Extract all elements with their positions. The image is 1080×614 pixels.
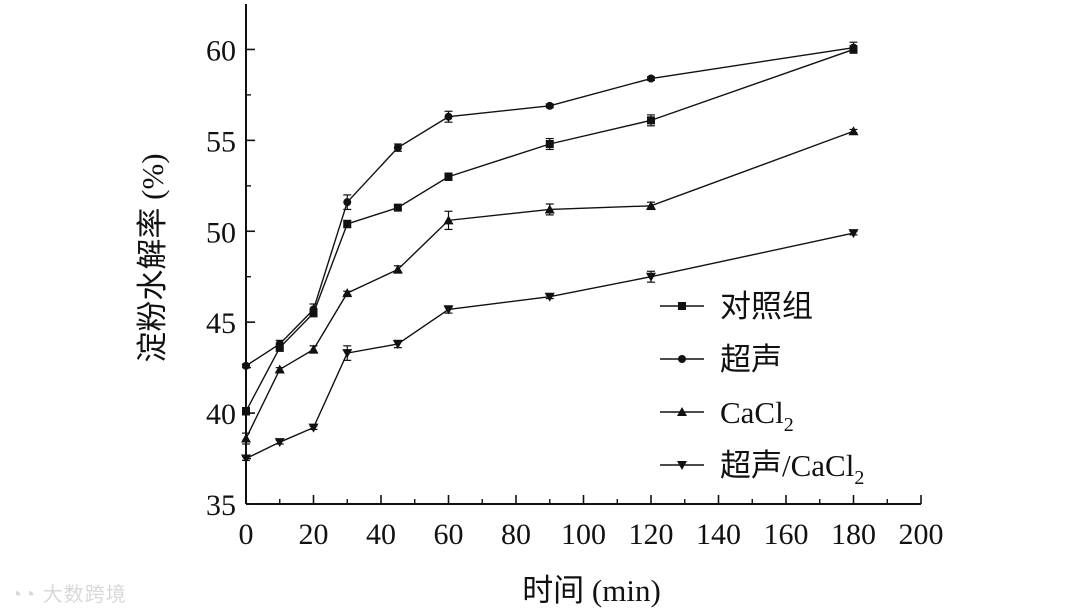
- legend-label: CaCl2: [720, 395, 794, 436]
- x-tick-label: 140: [696, 518, 741, 551]
- data-point: [342, 288, 353, 298]
- data-point: [343, 220, 352, 228]
- series-4: [241, 229, 859, 464]
- legend-label: 对照组: [720, 289, 813, 324]
- data-point: [275, 340, 284, 348]
- x-tick-label: 180: [831, 518, 876, 551]
- data-point: [241, 454, 251, 464]
- legend-item-2: 超声: [660, 342, 782, 377]
- data-point: [444, 172, 453, 181]
- data-point: [393, 203, 402, 212]
- x-tick-label: 200: [899, 518, 944, 551]
- data-point: [646, 272, 656, 282]
- x-axis-label: 时间 (min): [522, 573, 661, 608]
- data-point: [443, 305, 454, 315]
- y-axis-label: 淀粉水解率 (%): [135, 153, 170, 362]
- data-point: [308, 344, 319, 354]
- data-point: [241, 433, 251, 443]
- x-tick-label: 40: [366, 518, 396, 551]
- watermark: ◔◔ 大数跨境: [10, 578, 127, 607]
- legend-item-1: 对照组: [660, 289, 813, 324]
- data-point: [544, 292, 555, 302]
- legend-item-3: CaCl2: [660, 395, 794, 436]
- data-point: [677, 461, 687, 470]
- data-point: [678, 302, 686, 310]
- legend-label: 超声/CaCl2: [720, 448, 864, 489]
- data-point: [545, 140, 554, 148]
- series-layer: [241, 41, 859, 464]
- data-point: [849, 43, 858, 52]
- data-point: [392, 340, 403, 349]
- data-point: [392, 264, 403, 274]
- x-tick-label: 120: [629, 518, 674, 551]
- x-tick-label: 100: [561, 518, 606, 551]
- watermark-icon: ◔◔: [10, 584, 37, 606]
- data-point: [274, 364, 285, 374]
- x-tick-label: 60: [434, 518, 464, 551]
- x-tick-label: 0: [239, 518, 254, 551]
- y-tick-label: 40: [206, 398, 236, 431]
- y-tick-label: 60: [206, 34, 236, 67]
- y-tick-label: 55: [206, 125, 236, 158]
- y-tick-label: 35: [206, 489, 236, 522]
- data-point: [848, 126, 859, 136]
- data-point: [274, 438, 285, 448]
- axes: 0 20 40 60 80 100 120 140 160 180 200 35 40 45 50 55 60 时…: [135, 4, 944, 608]
- data-point: [309, 305, 318, 314]
- data-point: [308, 423, 319, 433]
- data-point: [646, 200, 656, 210]
- data-point: [545, 101, 554, 110]
- data-point: [443, 215, 454, 225]
- data-point: [647, 116, 655, 125]
- watermark-text: 大数跨境: [42, 584, 127, 606]
- legend-label: 超声: [720, 342, 782, 377]
- data-point: [242, 407, 250, 416]
- data-point: [544, 204, 555, 214]
- data-point: [343, 198, 352, 207]
- data-point: [848, 229, 859, 239]
- data-point: [342, 349, 353, 359]
- data-point: [393, 143, 402, 152]
- series-3: [241, 126, 859, 445]
- legend-item-4: 超声/CaCl2: [660, 448, 864, 489]
- data-point: [677, 407, 687, 416]
- y-tick-label: 50: [206, 216, 236, 249]
- x-tick-label: 80: [501, 518, 531, 551]
- data-point: [242, 361, 250, 370]
- y-tick-label: 45: [206, 307, 236, 340]
- data-point: [647, 74, 655, 83]
- series-line: [245, 130, 854, 439]
- x-tick-label: 160: [764, 518, 809, 551]
- series-2: [242, 41, 858, 370]
- x-tick-label: 20: [299, 518, 329, 551]
- data-point: [444, 112, 453, 121]
- data-point: [678, 355, 686, 363]
